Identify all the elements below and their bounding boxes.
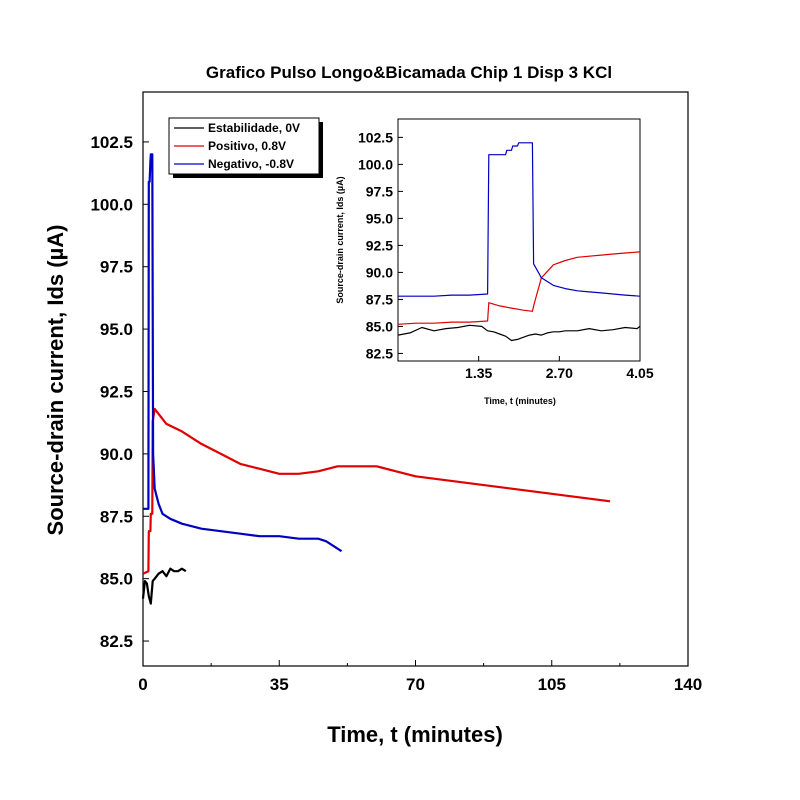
inset-y-axis-label: Source-drain current, Ids (µA) — [335, 176, 345, 303]
y-tick-label: 97.5 — [100, 258, 133, 277]
main-y-axis-label: Source-drain current, Ids (µA) — [43, 225, 68, 536]
inset-plot-frame — [397, 118, 641, 362]
y-tick-label: 102.5 — [358, 129, 393, 145]
y-tick-label: 82.5 — [366, 345, 393, 361]
inset-chart: 1.35 2.70 4.05 82.5 85.0 87.5 90.0 92.5 95.0 97.5… — [335, 118, 654, 406]
legend-label-negativo: Negativo, -0.8V — [208, 157, 294, 171]
y-tick-label: 85.0 — [100, 570, 133, 589]
x-tick-label: 4.05 — [626, 365, 653, 381]
inset-x-axis-label: Time, t (minutes) — [484, 396, 556, 406]
main-series-positivo-0-8v — [142, 407, 611, 575]
y-tick-label: 87.5 — [100, 507, 133, 526]
y-tick-label: 100.0 — [358, 156, 393, 172]
inset-series-estabilidade-0v — [397, 324, 641, 342]
y-tick-label: 85.0 — [366, 318, 393, 334]
x-tick-label: 1.35 — [465, 365, 492, 381]
y-tick-label: 97.5 — [366, 183, 393, 199]
x-tick-label: 105 — [538, 675, 566, 694]
main-series-group — [141, 153, 611, 605]
y-tick-label: 90.0 — [100, 445, 133, 464]
main-series-estabilidade-0v — [141, 567, 187, 605]
chart-title: Grafico Pulso Longo&Bicamada Chip 1 Disp… — [206, 63, 612, 82]
inset-series-group — [397, 142, 641, 342]
main-axis-ticks: 0 35 70 105 140 82.5 85.0 87.5 90.0 92.5 95.0 97.5 1… — [90, 133, 702, 694]
y-tick-label: 92.5 — [366, 237, 393, 253]
y-tick-label: 90.0 — [366, 264, 393, 280]
y-tick-label: 100.0 — [90, 195, 133, 214]
y-tick-label: 82.5 — [100, 632, 133, 651]
main-series-negativo-0-8v — [143, 153, 343, 553]
main-x-axis-label: Time, t (minutes) — [327, 722, 503, 747]
legend: Estabilidade, 0V Positivo, 0.8V Negativo… — [168, 117, 323, 178]
x-tick-label: 140 — [674, 675, 702, 694]
inset-series-positivo-0-8v — [397, 251, 641, 325]
y-tick-label: 92.5 — [100, 382, 133, 401]
x-tick-label: 70 — [406, 675, 425, 694]
legend-label-estabilidade: Estabilidade, 0V — [208, 121, 300, 135]
inset-axis-ticks: 1.35 2.70 4.05 82.5 85.0 87.5 90.0 92.5 95.0 97.5… — [358, 129, 654, 381]
legend-label-positivo: Positivo, 0.8V — [208, 139, 286, 153]
inset-series-negativo-0-8v — [398, 142, 641, 297]
y-tick-label: 102.5 — [90, 133, 133, 152]
y-tick-label: 87.5 — [366, 291, 393, 307]
x-tick-label: 35 — [270, 675, 289, 694]
y-tick-label: 95.0 — [100, 320, 133, 339]
x-tick-label: 2.70 — [546, 365, 573, 381]
y-tick-label: 95.0 — [366, 210, 393, 226]
x-tick-label: 0 — [138, 675, 147, 694]
